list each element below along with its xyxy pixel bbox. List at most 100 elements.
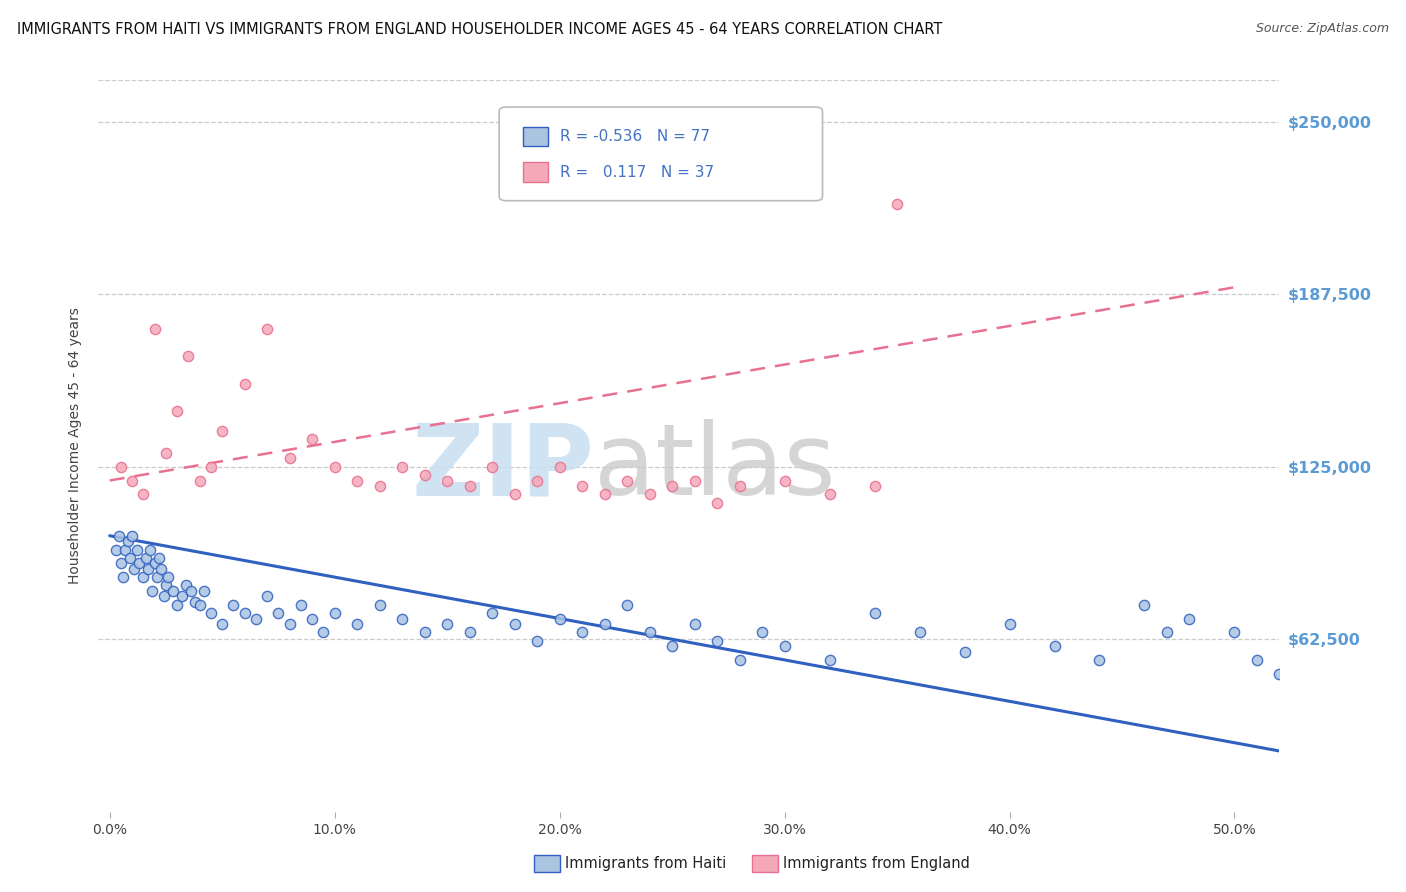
Point — [481, 459, 503, 474]
Point — [908, 625, 931, 640]
Text: R =   0.117   N = 37: R = 0.117 N = 37 — [560, 165, 714, 179]
Point — [863, 606, 886, 620]
Point — [863, 479, 886, 493]
Point — [143, 557, 166, 571]
Point — [278, 451, 301, 466]
Point — [1291, 681, 1313, 695]
Point — [571, 479, 593, 493]
Point — [174, 578, 197, 592]
Point — [107, 529, 129, 543]
Point — [150, 562, 173, 576]
Point — [139, 542, 162, 557]
Text: Immigrants from England: Immigrants from England — [783, 856, 970, 871]
Point — [593, 617, 616, 632]
Point — [1268, 666, 1291, 681]
Point — [773, 639, 796, 653]
Point — [526, 474, 548, 488]
Point — [683, 617, 706, 632]
Point — [593, 487, 616, 501]
Text: IMMIGRANTS FROM HAITI VS IMMIGRANTS FROM ENGLAND HOUSEHOLDER INCOME AGES 45 - 64: IMMIGRANTS FROM HAITI VS IMMIGRANTS FROM… — [17, 22, 942, 37]
Point — [436, 617, 458, 632]
Point — [180, 583, 202, 598]
Point — [132, 487, 155, 501]
Point — [526, 633, 548, 648]
Point — [728, 653, 751, 667]
Point — [166, 598, 188, 612]
Point — [193, 583, 215, 598]
Y-axis label: Householder Income Ages 45 - 64 years: Householder Income Ages 45 - 64 years — [69, 308, 83, 584]
Point — [1133, 598, 1156, 612]
Point — [233, 376, 256, 391]
Point — [177, 349, 200, 363]
Point — [267, 606, 290, 620]
Point — [112, 570, 135, 584]
Point — [1178, 611, 1201, 625]
Point — [135, 550, 157, 565]
Point — [548, 611, 571, 625]
Point — [706, 633, 728, 648]
Point — [312, 625, 335, 640]
Point — [661, 479, 683, 493]
Point — [638, 625, 661, 640]
Point — [773, 474, 796, 488]
Point — [256, 321, 278, 335]
Point — [458, 625, 481, 640]
Point — [105, 542, 128, 557]
Point — [751, 625, 773, 640]
Point — [162, 583, 184, 598]
Point — [1223, 625, 1246, 640]
Point — [616, 598, 638, 612]
Point — [413, 625, 436, 640]
Point — [1088, 653, 1111, 667]
Point — [301, 432, 323, 446]
Point — [886, 197, 908, 211]
Point — [128, 557, 150, 571]
Point — [188, 474, 211, 488]
Point — [121, 529, 143, 543]
Point — [301, 611, 323, 625]
Point — [211, 424, 233, 438]
Text: ZIP: ZIP — [412, 419, 595, 516]
Point — [818, 487, 841, 501]
Point — [121, 474, 143, 488]
Point — [114, 542, 136, 557]
Point — [256, 590, 278, 604]
Point — [188, 598, 211, 612]
Point — [146, 570, 169, 584]
Point — [503, 617, 526, 632]
Point — [391, 459, 413, 474]
Point — [117, 534, 139, 549]
Point — [413, 467, 436, 482]
Point — [211, 617, 233, 632]
Text: atlas: atlas — [595, 419, 837, 516]
Point — [118, 550, 141, 565]
Point — [155, 578, 177, 592]
Point — [638, 487, 661, 501]
Point — [706, 495, 728, 509]
Point — [346, 474, 368, 488]
Point — [233, 606, 256, 620]
Point — [458, 479, 481, 493]
Point — [278, 617, 301, 632]
Point — [436, 474, 458, 488]
Text: Source: ZipAtlas.com: Source: ZipAtlas.com — [1256, 22, 1389, 36]
Point — [124, 562, 146, 576]
Point — [571, 625, 593, 640]
Point — [132, 570, 155, 584]
Point — [818, 653, 841, 667]
Point — [953, 645, 976, 659]
Point — [245, 611, 267, 625]
Point — [1043, 639, 1066, 653]
Point — [110, 557, 132, 571]
Point — [110, 459, 132, 474]
Point — [184, 595, 207, 609]
Point — [222, 598, 245, 612]
Point — [136, 562, 159, 576]
Point — [1156, 625, 1178, 640]
Point — [125, 542, 148, 557]
Point — [166, 404, 188, 418]
Point — [290, 598, 312, 612]
Point — [157, 570, 180, 584]
Point — [346, 617, 368, 632]
Point — [548, 459, 571, 474]
